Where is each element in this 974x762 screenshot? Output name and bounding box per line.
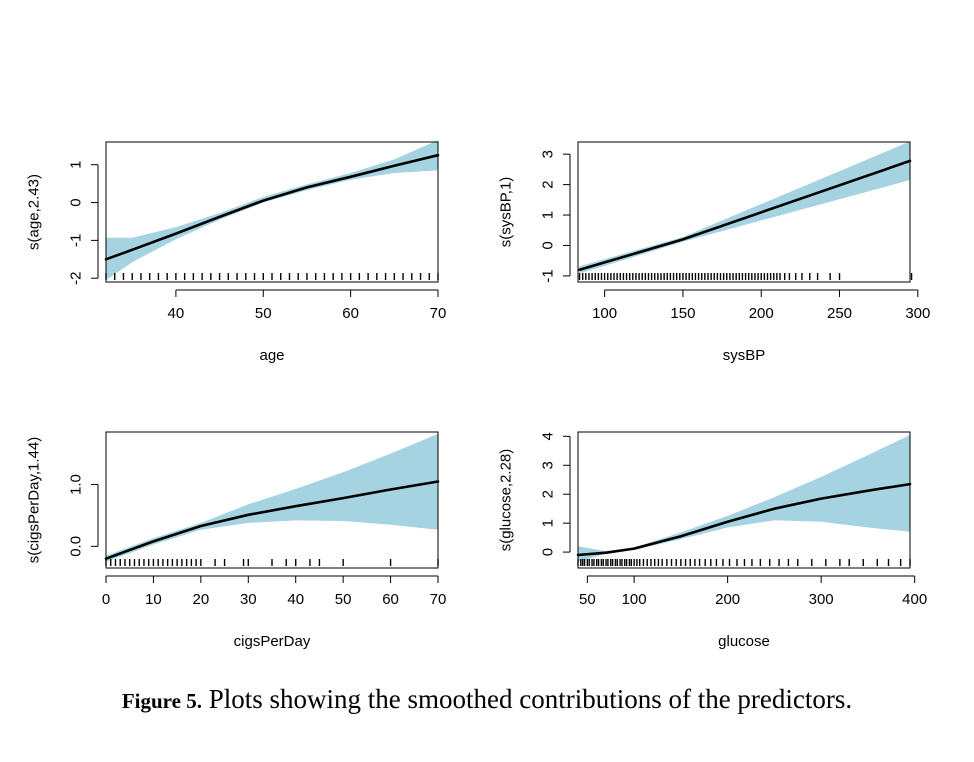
x-tick-label: 300 (905, 305, 930, 322)
y-tick-label: 1.0 (68, 474, 85, 495)
x-axis-title: sysBP (723, 347, 766, 364)
x-tick-label: 150 (670, 305, 695, 322)
x-axis-title: cigsPerDay (234, 633, 311, 650)
y-axis: -1 0 1 2 3 (540, 150, 571, 283)
x-axis-title: glucose (718, 633, 770, 650)
rug (105, 273, 439, 280)
confidence-band (106, 433, 438, 562)
y-tick-label: -1 (540, 269, 557, 282)
figure-caption: Figure 5. Plots showing the smoothed con… (0, 684, 974, 715)
plot-frame (105, 431, 439, 569)
smooth-line (104, 153, 440, 261)
plot-frame (577, 141, 911, 283)
caption-label: Figure 5. (121, 689, 202, 713)
x-tick-label: 40 (168, 305, 185, 322)
x-tick-label: 50 (335, 591, 352, 608)
x-tick-label: 0 (102, 591, 110, 608)
panel-age: 40 50 60 70 age -2 -1 0 1 s(age,2.43) (26, 140, 447, 364)
x-tick-label: 40 (287, 591, 304, 608)
y-tick-label: 0.0 (68, 536, 85, 557)
y-tick-label: 0 (68, 198, 85, 206)
y-tick-label: 3 (540, 461, 557, 469)
x-tick-label: 20 (193, 591, 210, 608)
x-axis: 0 10 20 30 40 50 60 70 (102, 575, 447, 608)
x-tick-label: 30 (240, 591, 257, 608)
plot-frame (577, 431, 911, 569)
confidence-band (578, 434, 910, 562)
caption-text: Plots showing the smoothed contributions… (208, 684, 853, 714)
panel-cigsperday: 0 10 20 30 40 50 60 70 cigsPerDay 0.0 1.0 s(cigsPer… (26, 431, 447, 650)
y-axis-title: s(age,2.43) (26, 174, 43, 250)
smooth-line (576, 482, 912, 557)
y-tick-label: -1 (68, 234, 85, 247)
y-axis-title: s(glucose,2.28) (498, 449, 515, 552)
y-tick-label: 1 (68, 161, 85, 169)
x-tick-label: 70 (430, 591, 447, 608)
rug (578, 273, 913, 280)
x-tick-label: 200 (749, 305, 774, 322)
y-axis: -2 -1 0 1 (68, 161, 99, 285)
y-tick-label: 2 (540, 180, 557, 188)
x-tick-label: 50 (579, 591, 596, 608)
x-tick-label: 300 (809, 591, 834, 608)
y-axis-title: s(sysBP,1) (498, 177, 515, 248)
x-tick-label: 60 (382, 591, 399, 608)
y-tick-label: 4 (540, 432, 557, 440)
x-tick-label: 250 (827, 305, 852, 322)
y-tick-label: 3 (540, 150, 557, 158)
y-tick-label: 1 (540, 519, 557, 527)
y-tick-label: 2 (540, 490, 557, 498)
x-tick-label: 10 (145, 591, 162, 608)
y-tick-label: 0 (540, 548, 557, 556)
x-axis: 50 100 200 300 400 (579, 575, 927, 608)
y-tick-label: -2 (68, 272, 85, 285)
x-tick-label: 400 (902, 591, 927, 608)
rug (577, 559, 911, 566)
x-tick-label: 60 (342, 305, 359, 322)
plot-frame (105, 141, 439, 283)
x-tick-label: 50 (255, 305, 272, 322)
smooth-line (104, 480, 440, 561)
x-axis-title: age (259, 347, 284, 364)
x-axis: 100 150 200 250 300 (592, 289, 930, 322)
y-axis: 0.0 1.0 (68, 474, 99, 557)
y-axis: 0 1 2 3 4 (540, 432, 571, 556)
y-tick-label: 0 (540, 241, 557, 249)
x-tick-label: 100 (622, 591, 647, 608)
y-axis-title: s(cigsPerDay,1.44) (26, 437, 43, 563)
confidence-band (579, 141, 910, 274)
rug (105, 559, 439, 566)
x-axis: 40 50 60 70 (168, 289, 447, 322)
confidence-band (106, 140, 438, 281)
panel-glucose: 50 100 200 300 400 glucose 0 1 2 3 4 s(glucose,2.28… (498, 431, 927, 650)
panel-sysbp: 100 150 200 250 300 sysBP -1 0 1 2 3 s(sysBP,1) (498, 141, 930, 364)
x-tick-label: 200 (715, 591, 740, 608)
y-tick-label: 1 (540, 211, 557, 219)
smooth-line (578, 159, 912, 272)
x-tick-label: 70 (430, 305, 447, 322)
x-tick-label: 100 (592, 305, 617, 322)
